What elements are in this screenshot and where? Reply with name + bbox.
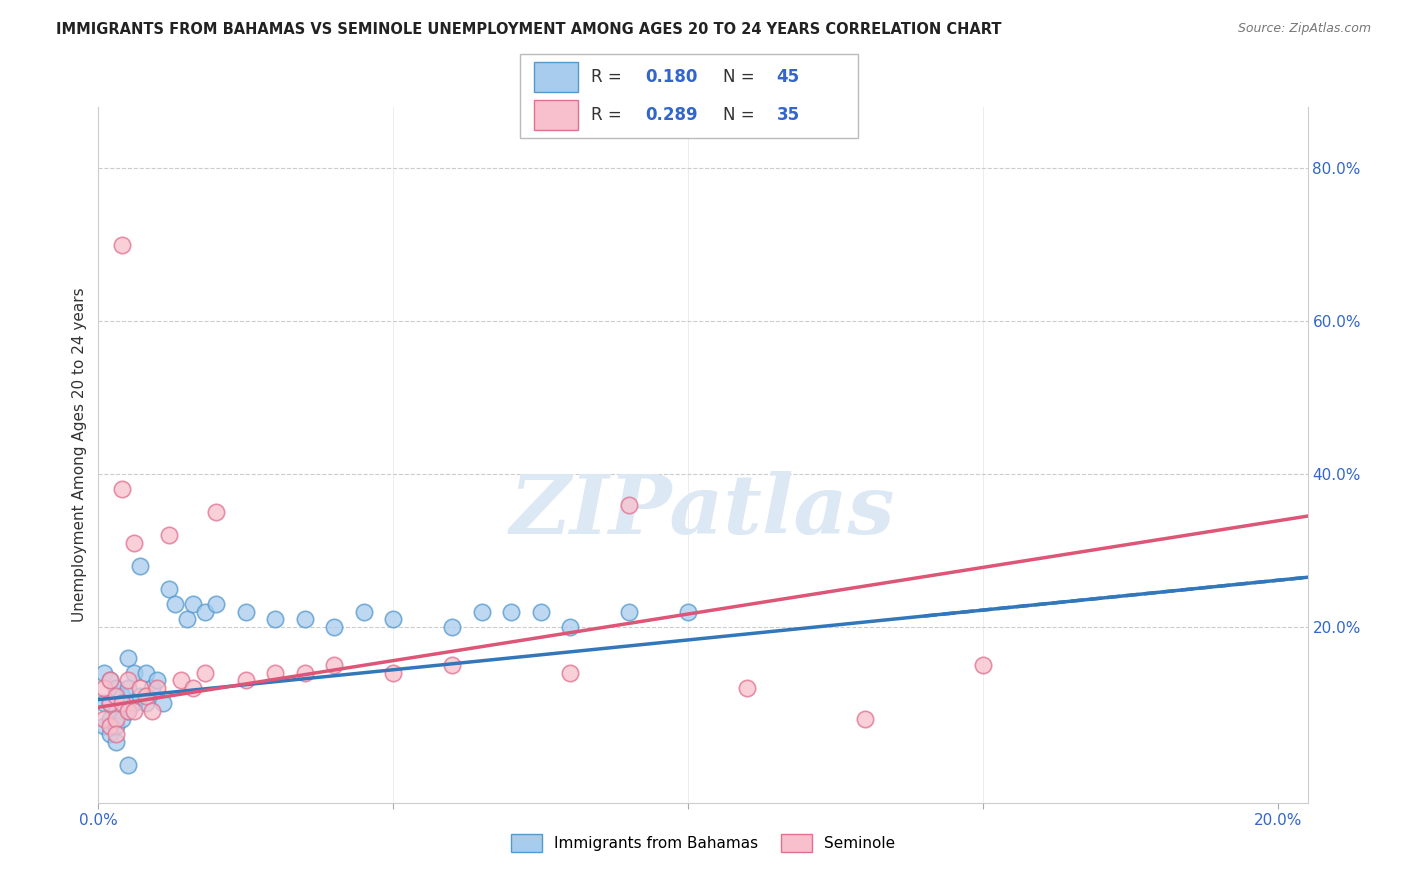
Point <box>530 605 553 619</box>
Point <box>135 665 157 680</box>
Point <box>205 505 228 519</box>
Point <box>117 704 139 718</box>
Point <box>141 704 163 718</box>
Point <box>122 697 145 711</box>
Point <box>122 704 145 718</box>
Bar <box>534 100 578 130</box>
Point <box>93 719 115 733</box>
Point <box>98 673 121 688</box>
Point <box>117 650 139 665</box>
Point <box>111 712 134 726</box>
Text: 45: 45 <box>776 68 800 86</box>
Text: R =: R = <box>591 106 627 124</box>
Point <box>98 697 121 711</box>
Point <box>128 681 150 695</box>
Point <box>93 665 115 680</box>
Point <box>117 681 139 695</box>
Point <box>441 620 464 634</box>
Point <box>176 612 198 626</box>
Point <box>382 665 405 680</box>
Point <box>441 658 464 673</box>
Point <box>111 689 134 703</box>
Point <box>294 612 316 626</box>
Point <box>194 605 217 619</box>
Point <box>117 673 139 688</box>
Point <box>471 605 494 619</box>
Point <box>135 697 157 711</box>
FancyBboxPatch shape <box>520 54 858 138</box>
Text: N =: N = <box>723 68 759 86</box>
Point <box>181 681 204 695</box>
Point <box>93 697 115 711</box>
Text: Source: ZipAtlas.com: Source: ZipAtlas.com <box>1237 22 1371 36</box>
Point <box>117 757 139 772</box>
Point <box>93 681 115 695</box>
Point <box>170 673 193 688</box>
Text: ZIPatlas: ZIPatlas <box>510 471 896 550</box>
Point <box>560 620 582 634</box>
Point <box>560 665 582 680</box>
Point <box>98 719 121 733</box>
Point <box>353 605 375 619</box>
Point <box>264 665 287 680</box>
Point <box>105 719 128 733</box>
Point <box>128 689 150 703</box>
Point <box>619 605 641 619</box>
Text: R =: R = <box>591 68 627 86</box>
Point <box>98 697 121 711</box>
Point <box>157 528 180 542</box>
Point <box>157 582 180 596</box>
Text: 35: 35 <box>776 106 800 124</box>
Point <box>141 681 163 695</box>
Legend: Immigrants from Bahamas, Seminole: Immigrants from Bahamas, Seminole <box>505 828 901 858</box>
Point <box>972 658 994 673</box>
Point <box>323 658 346 673</box>
Point <box>98 673 121 688</box>
Point <box>128 558 150 573</box>
Point <box>111 697 134 711</box>
Text: IMMIGRANTS FROM BAHAMAS VS SEMINOLE UNEMPLOYMENT AMONG AGES 20 TO 24 YEARS CORRE: IMMIGRANTS FROM BAHAMAS VS SEMINOLE UNEM… <box>56 22 1001 37</box>
Point <box>205 597 228 611</box>
Point <box>105 704 128 718</box>
Point <box>105 689 128 703</box>
Point <box>152 697 174 711</box>
Point <box>323 620 346 634</box>
Point <box>105 681 128 695</box>
Point <box>98 712 121 726</box>
Point <box>235 605 257 619</box>
Point <box>117 704 139 718</box>
Point <box>93 712 115 726</box>
Point <box>146 673 169 688</box>
Point <box>501 605 523 619</box>
Text: 0.180: 0.180 <box>645 68 697 86</box>
Point <box>105 727 128 741</box>
Point <box>146 681 169 695</box>
Point <box>678 605 700 619</box>
Point <box>181 597 204 611</box>
Point <box>111 237 134 252</box>
Text: 0.289: 0.289 <box>645 106 697 124</box>
Point <box>98 727 121 741</box>
Point <box>194 665 217 680</box>
Point <box>264 612 287 626</box>
Point <box>619 498 641 512</box>
Point <box>382 612 405 626</box>
Point <box>122 536 145 550</box>
Point <box>135 689 157 703</box>
Y-axis label: Unemployment Among Ages 20 to 24 years: Unemployment Among Ages 20 to 24 years <box>72 287 87 623</box>
Point <box>105 734 128 748</box>
Bar <box>534 62 578 92</box>
Point <box>853 712 876 726</box>
Point <box>735 681 758 695</box>
Point <box>165 597 187 611</box>
Point <box>105 712 128 726</box>
Text: N =: N = <box>723 106 759 124</box>
Point <box>294 665 316 680</box>
Point <box>111 483 134 497</box>
Point <box>122 665 145 680</box>
Point <box>235 673 257 688</box>
